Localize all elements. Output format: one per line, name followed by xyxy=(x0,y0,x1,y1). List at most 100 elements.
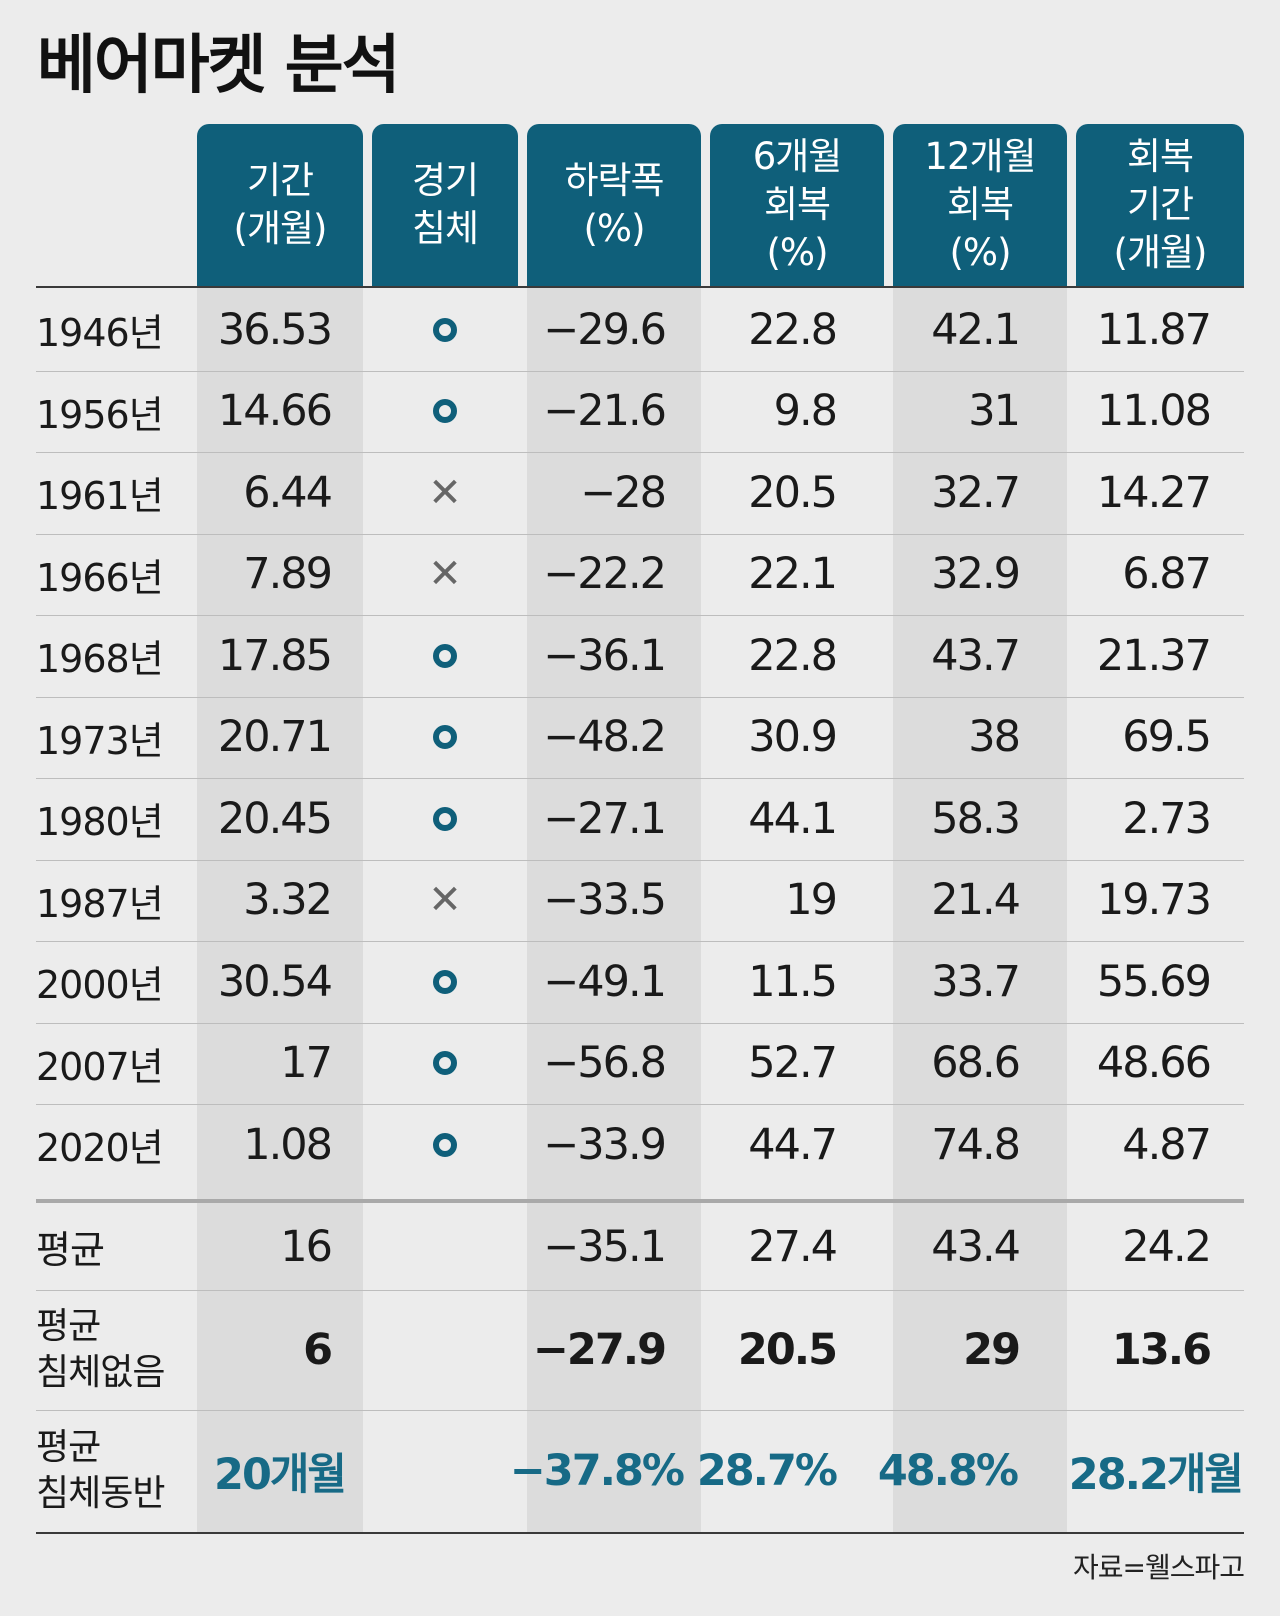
circle-icon xyxy=(433,1051,457,1076)
cell-recovery: 14.27 xyxy=(1096,467,1212,518)
summary-label-line: 평균 xyxy=(36,1228,105,1272)
cell-rec6: 9.8 xyxy=(773,386,838,437)
row-year-label: 1980년 xyxy=(36,800,164,845)
cell-rec12: 58.3 xyxy=(931,793,1021,844)
recession-yes-mark xyxy=(372,1023,518,1105)
recession-no-mark: ✕ xyxy=(428,551,462,598)
row-year-label: 1987년 xyxy=(36,881,164,926)
header-line: 회복 xyxy=(946,183,1014,226)
cell-recovery: 55.69 xyxy=(1096,956,1212,1007)
page-title: 베어마켓 분석 xyxy=(37,29,401,103)
cell-recovery: 11.08 xyxy=(1096,386,1212,437)
row-divider xyxy=(36,286,1244,288)
source-note: 자료=웰스파고 xyxy=(1072,1551,1245,1584)
cell-rec12: 43.7 xyxy=(931,630,1021,681)
row-divider xyxy=(36,778,1244,779)
cell-decline: −33.9 xyxy=(543,1119,667,1170)
cell-duration: 3.32 xyxy=(243,875,333,926)
cell-recovery: 21.37 xyxy=(1096,630,1212,681)
cell-rec6: 44.1 xyxy=(748,793,838,844)
summary-recovery: 13.6 xyxy=(1111,1325,1212,1375)
row-divider xyxy=(36,1104,1244,1105)
cell-rec6: 52.7 xyxy=(748,1038,838,1089)
header-recovery: 회복 기간 (개월) xyxy=(1076,124,1244,286)
cell-duration: 20.45 xyxy=(217,793,333,844)
cell-rec6: 19 xyxy=(785,875,838,926)
cell-rec12: 21.4 xyxy=(931,875,1021,926)
circle-icon xyxy=(433,643,457,668)
row-year-label: 1966년 xyxy=(36,555,164,600)
cell-decline: −29.6 xyxy=(543,304,667,355)
row-divider xyxy=(36,1199,1244,1203)
summary-label: 평균 침체없음 xyxy=(36,1290,196,1410)
column-shade-decline xyxy=(527,286,701,1534)
column-shade-rec12 xyxy=(893,286,1067,1534)
row-divider xyxy=(36,534,1244,535)
header-line: 기간 xyxy=(1126,183,1194,226)
cell-recovery: 4.87 xyxy=(1122,1119,1212,1170)
cell-rec6: 22.8 xyxy=(748,630,838,681)
cell-rec6: 22.8 xyxy=(748,304,838,355)
summary-rec12: 43.4 xyxy=(931,1221,1021,1272)
cell-rec12: 32.7 xyxy=(931,467,1021,518)
cell-decline: −33.5 xyxy=(543,875,667,926)
header-duration: 기간 (개월) xyxy=(197,124,363,286)
recession-yes-mark xyxy=(372,1104,518,1186)
circle-icon xyxy=(433,969,457,994)
cell-duration: 14.66 xyxy=(217,386,333,437)
header-line: 회복 xyxy=(763,183,831,226)
cell-rec6: 22.1 xyxy=(748,549,838,600)
circle-icon xyxy=(433,317,457,342)
cell-rec6: 44.7 xyxy=(748,1119,838,1170)
circle-icon xyxy=(433,806,457,831)
header-line: (%) xyxy=(583,207,645,250)
row-year-label: 1956년 xyxy=(36,392,164,437)
header-recession: 경기 침체 xyxy=(372,124,518,286)
header-line: (개월) xyxy=(1113,231,1208,274)
cell-decline: −36.1 xyxy=(543,630,667,681)
cell-duration: 20.71 xyxy=(217,712,333,763)
recession-yes-mark xyxy=(372,615,518,697)
cell-rec12: 42.1 xyxy=(931,304,1021,355)
header-decline: 하락폭 (%) xyxy=(527,124,701,286)
summary-duration: 6 xyxy=(303,1325,333,1375)
cell-recovery: 2.73 xyxy=(1122,793,1212,844)
cell-duration: 7.89 xyxy=(243,549,333,600)
summary-label-line: 침체동반 xyxy=(36,1473,165,1514)
cell-recovery: 48.66 xyxy=(1096,1038,1212,1089)
recession-no-mark: ✕ xyxy=(428,469,462,516)
summary-decline: −27.9 xyxy=(532,1325,667,1375)
cell-duration: 17.85 xyxy=(217,630,333,681)
summary-decline: −35.1 xyxy=(543,1221,667,1272)
row-divider xyxy=(36,697,1244,698)
summary-rec12: 29 xyxy=(963,1325,1021,1375)
row-year-label: 1973년 xyxy=(36,718,164,763)
summary-recovery: 24.2 xyxy=(1122,1221,1212,1272)
cell-decline: −28 xyxy=(580,467,667,518)
recession-yes-mark xyxy=(372,289,518,371)
summary-rec6: 27.4 xyxy=(748,1221,838,1272)
row-divider xyxy=(36,615,1244,616)
row-year-label: 2000년 xyxy=(36,963,164,1008)
summary-decline: −37.8% xyxy=(509,1446,685,1496)
row-divider xyxy=(36,941,1244,942)
cell-recovery: 69.5 xyxy=(1122,712,1212,763)
cell-recovery: 19.73 xyxy=(1096,875,1212,926)
row-year-label: 1946년 xyxy=(36,311,164,356)
cell-recovery: 6.87 xyxy=(1122,549,1212,600)
recession-yes-mark xyxy=(372,371,518,453)
header-rec12: 12개월 회복 (%) xyxy=(893,124,1067,286)
recession-no-mark: ✕ xyxy=(428,877,462,924)
cell-duration: 17 xyxy=(280,1038,333,1089)
row-divider xyxy=(36,1410,1244,1411)
cell-recovery: 11.87 xyxy=(1096,304,1212,355)
row-divider xyxy=(36,1023,1244,1024)
cell-rec12: 32.9 xyxy=(931,549,1021,600)
summary-label-line: 평균 xyxy=(36,1427,101,1468)
header-line: 침체 xyxy=(411,207,479,250)
header-line: 기간 xyxy=(246,159,314,202)
header-line: (%) xyxy=(949,231,1011,274)
column-shade-duration xyxy=(197,286,363,1534)
row-year-label: 2007년 xyxy=(36,1044,164,1089)
cell-decline: −22.2 xyxy=(543,549,667,600)
